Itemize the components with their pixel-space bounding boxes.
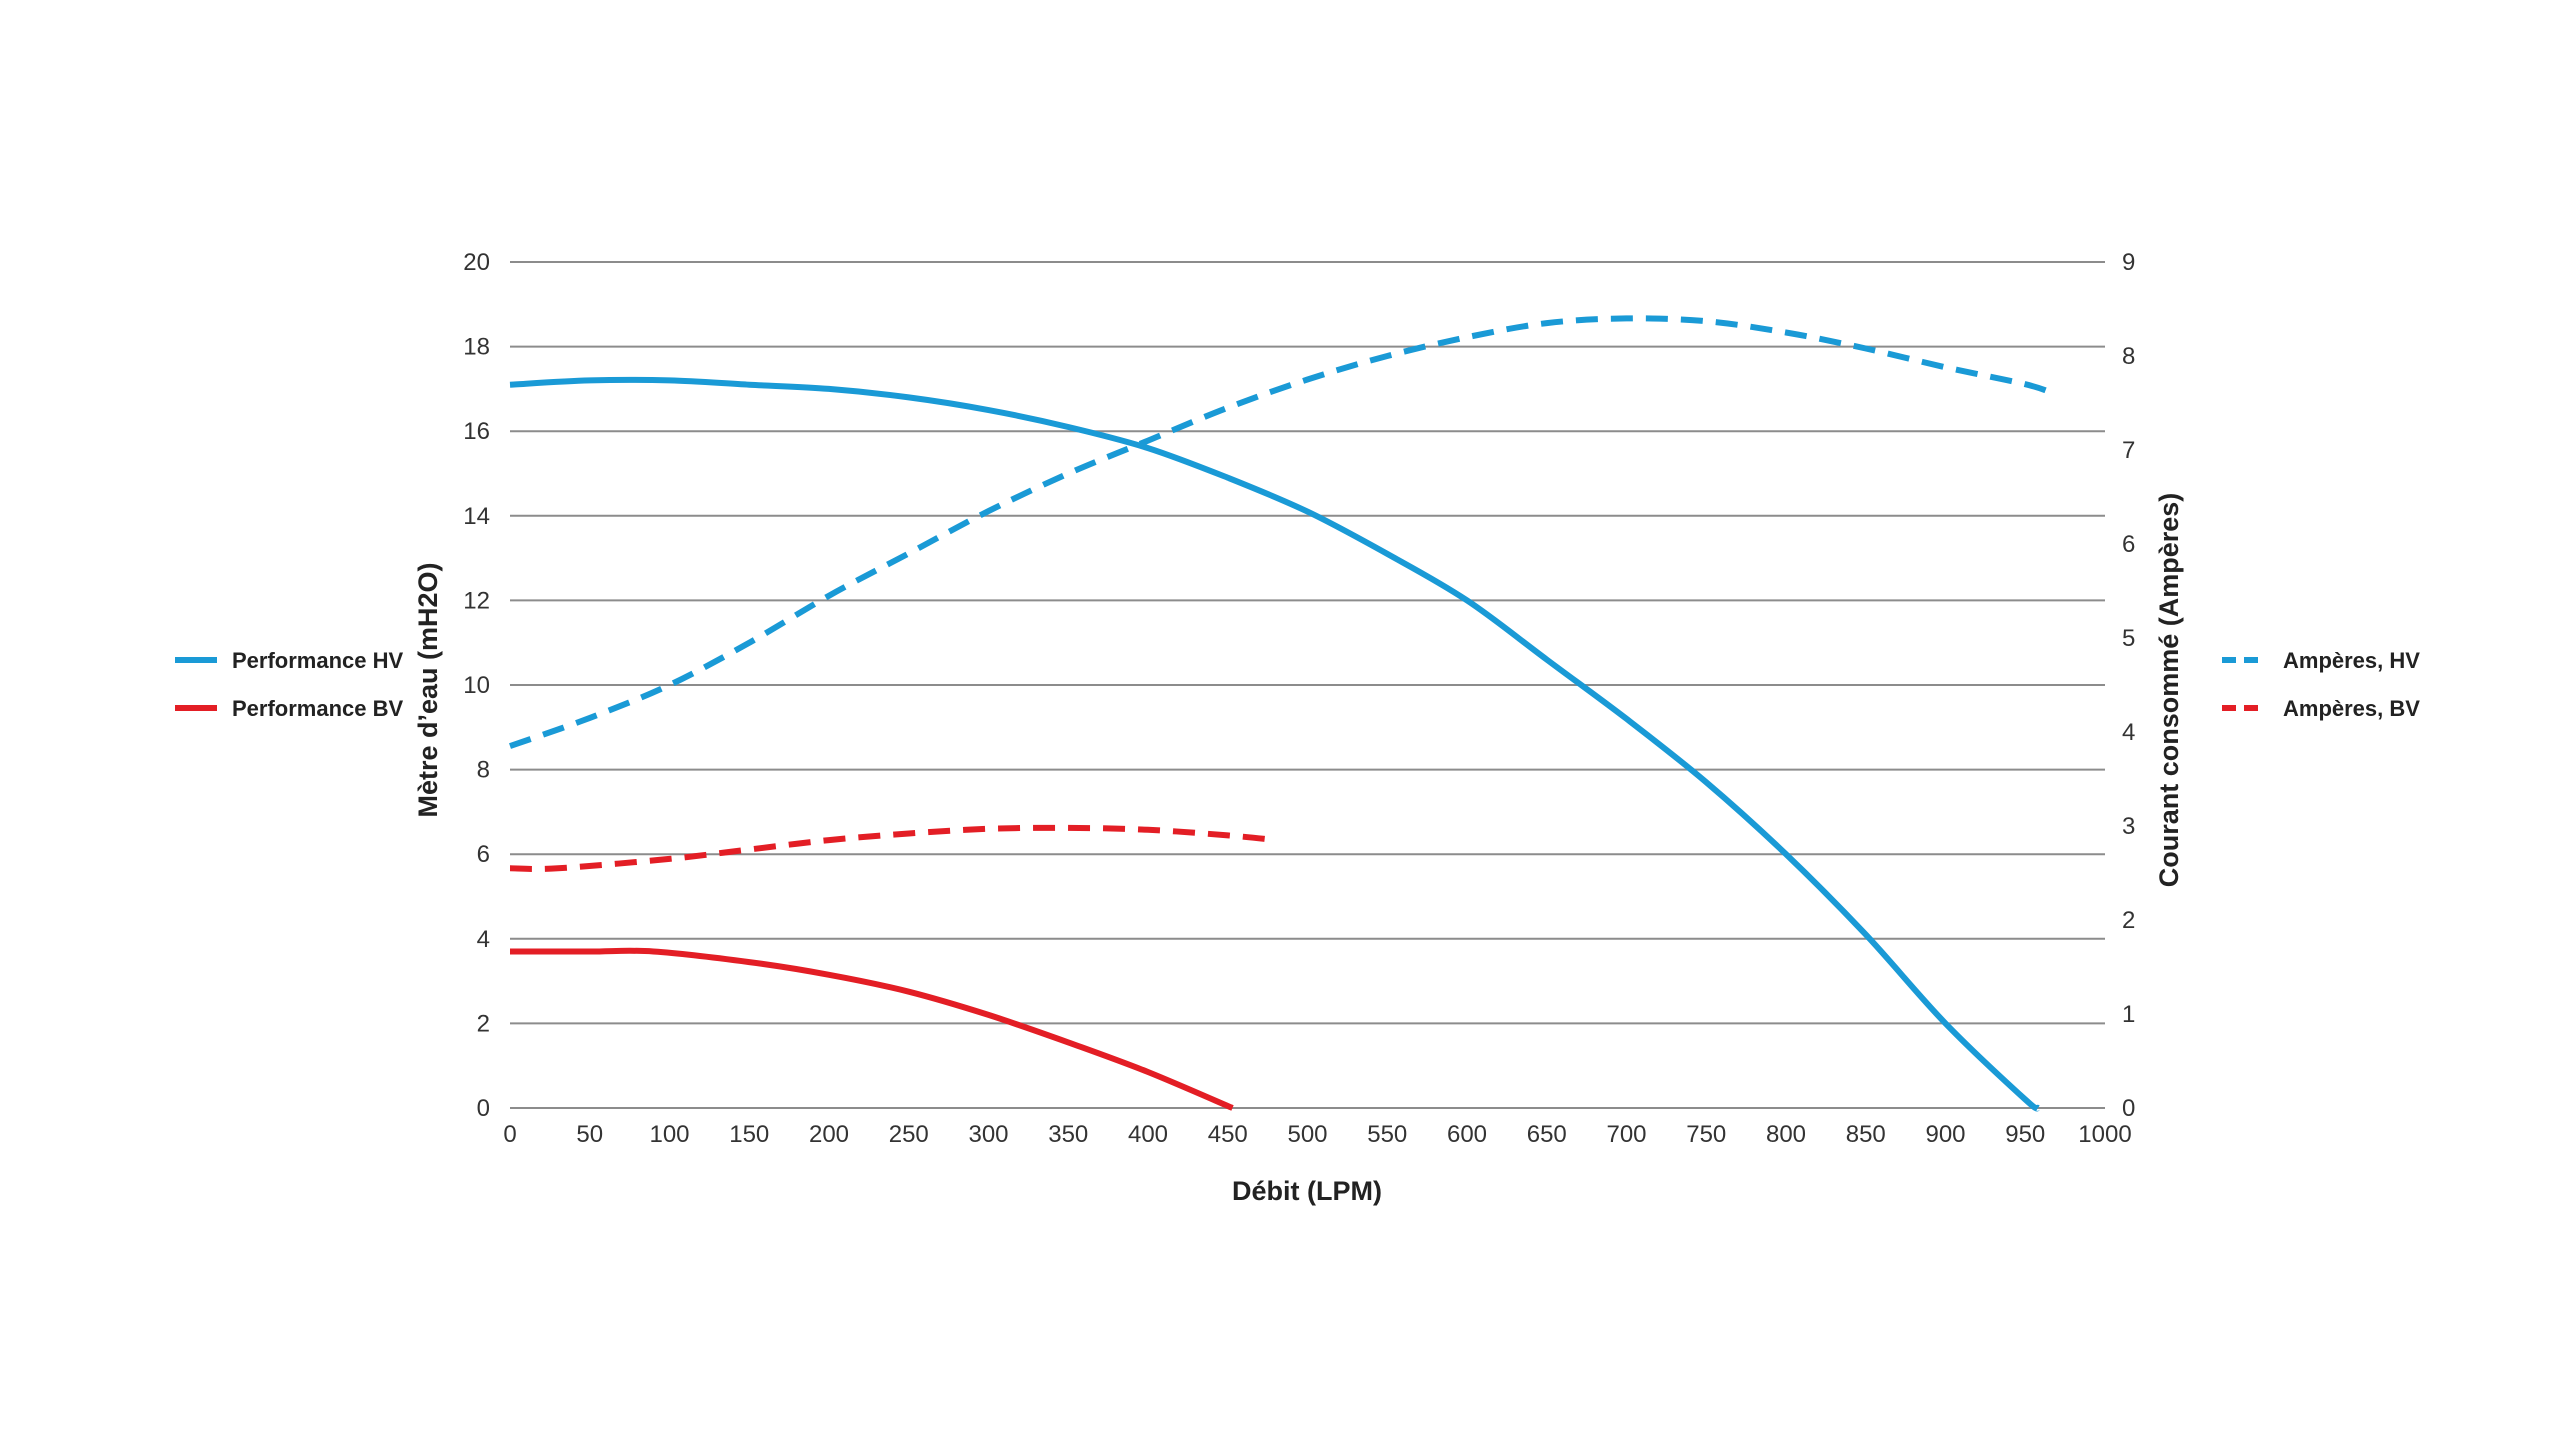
y-left-tick-label: 2 [477,1010,490,1037]
legend-item-performance-hv: Performance HV [175,648,404,673]
x-tick-label: 0 [503,1121,516,1148]
x-tick-label: 1000 [2078,1121,2131,1148]
y-right-tick-label: 4 [2122,719,2135,746]
x-tick-label: 800 [1766,1121,1806,1148]
y-left-tick-label: 20 [463,249,490,276]
x-tick-label: 50 [576,1121,603,1148]
legend-item-amperes-hv: Ampères, HV [2222,648,2420,673]
series-performance-hv [509,376,2041,1112]
x-tick-label: 900 [1925,1121,1965,1148]
x-tick-label: 250 [889,1121,929,1148]
legend-right: Ampères, HV Ampères, BV [2222,648,2420,721]
y-left-tick-label: 12 [463,587,490,614]
legend-item-performance-bv: Performance BV [175,696,404,721]
y-left-tick-label: 8 [477,757,490,784]
y-left-tick-label: 4 [477,926,490,953]
x-tick-label: 150 [729,1121,769,1148]
y-left-tick-label: 6 [477,841,490,868]
y-right-tick-label: 0 [2122,1095,2135,1122]
x-tick-label: 200 [809,1121,849,1148]
x-tick-label: 850 [1846,1121,1886,1148]
y-left-tick-label: 14 [463,503,490,530]
series-amp-res-hv [509,315,2056,749]
gridlines [510,261,2105,1109]
y-left-tick-label: 16 [463,418,490,445]
y-right-tick-label: 3 [2122,813,2135,840]
legend-left: Performance HV Performance BV [175,648,404,721]
y-left-tick-label: 10 [463,672,490,699]
y-right-tick-label: 6 [2122,531,2135,558]
x-tick-label: 550 [1367,1121,1407,1148]
x-tick-label: 450 [1208,1121,1248,1148]
y-right-tick-label: 9 [2122,249,2135,276]
y-right-axis-title: Courant consommé (Ampères) [2154,493,2184,888]
y-right-tick-label: 8 [2122,343,2135,370]
x-tick-label: 700 [1606,1121,1646,1148]
series-amp-res-bv [509,824,1268,873]
legend-label-amperes-hv: Ampères, HV [2283,648,2420,673]
x-tick-label: 750 [1686,1121,1726,1148]
x-axis-title: Débit (LPM) [1232,1176,1382,1206]
series-performance-bv [510,947,1234,1111]
legend-label-performance-bv: Performance BV [232,696,404,721]
x-tick-label: 650 [1527,1121,1567,1148]
legend-item-amperes-bv: Ampères, BV [2222,696,2420,721]
y-right-tick-label: 1 [2122,1001,2135,1028]
x-tick-label: 500 [1287,1121,1327,1148]
x-tick-label: 600 [1447,1121,1487,1148]
y-left-tick-label: 0 [477,1095,490,1122]
x-tick-label: 300 [968,1121,1008,1148]
y-left-tick-label: 18 [463,334,490,361]
legend-label-performance-hv: Performance HV [232,648,404,673]
y-left-axis-title: Mètre d’eau (mH2O) [413,562,443,817]
y-right-tick-label: 2 [2122,907,2135,934]
y-right-tick-label: 7 [2122,437,2135,464]
y-right-tick-label: 5 [2122,625,2135,652]
x-tick-label: 100 [649,1121,689,1148]
legend-label-amperes-bv: Ampères, BV [2283,696,2420,721]
series-lines [509,315,2056,1112]
x-tick-label: 350 [1048,1121,1088,1148]
x-tick-label: 950 [2005,1121,2045,1148]
x-tick-label: 400 [1128,1121,1168,1148]
